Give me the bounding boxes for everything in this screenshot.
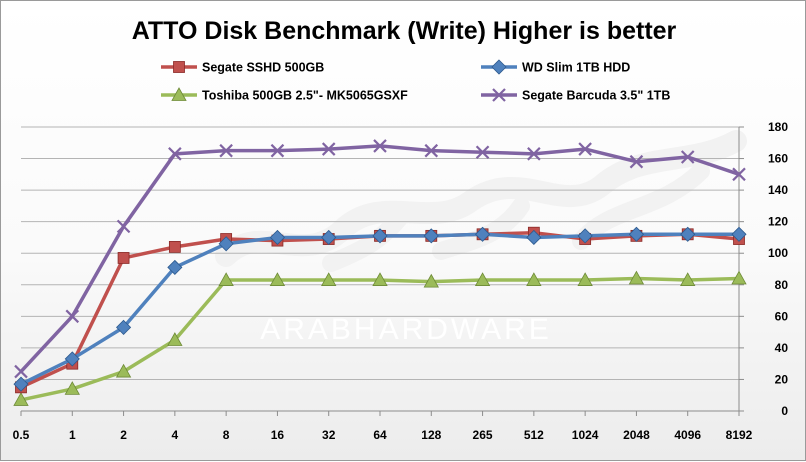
- series-3-point: [628, 270, 645, 285]
- y-tick-label: 120: [768, 215, 788, 229]
- y-tick-label: 180: [768, 120, 788, 134]
- legend-item-1-label: Segate SSHD 500GB: [202, 61, 324, 75]
- legend-item-2: WD Slim 1TB HDD: [481, 59, 630, 75]
- series-3-point: [372, 272, 388, 286]
- x-tick-label: 2048: [623, 428, 650, 442]
- series-4-point: [680, 150, 695, 164]
- y-tick-label: 0: [781, 404, 788, 418]
- series-4-point: [424, 143, 439, 158]
- series-3-point: [269, 272, 286, 286]
- y-tick-label: 100: [768, 246, 788, 260]
- legend: Segate SSHD 500GB WD Slim 1TB HDD Toshiba …: [161, 59, 670, 103]
- x-tick-label: 2: [120, 428, 127, 442]
- legend-item-3: Toshiba 500GB 2.5"- MK5065GSXF: [161, 87, 408, 103]
- series-2-point: [680, 226, 696, 242]
- series-4-point: [475, 145, 490, 160]
- y-tick-label: 60: [775, 309, 789, 323]
- series-4-point: [373, 139, 387, 153]
- series-2-point: [13, 376, 29, 392]
- x-tick-label: 8: [223, 428, 230, 442]
- y-tick-label: 40: [775, 341, 789, 355]
- series-4-point: [14, 364, 28, 379]
- series-1-point: [117, 252, 130, 264]
- series-3-point: [13, 392, 29, 406]
- legend-item-3-point: [171, 87, 187, 101]
- series-3-point: [731, 270, 747, 285]
- series-2-point: [116, 319, 132, 335]
- series-2-point: [167, 259, 183, 275]
- legend-item-1-point: [173, 61, 185, 73]
- series-1-point: [168, 241, 181, 253]
- series-2-point: [218, 236, 234, 252]
- series-2-point: [526, 229, 542, 246]
- series-4-point: [65, 309, 80, 324]
- x-tick-label: 1: [69, 428, 76, 442]
- x-tick-label: 0.5: [13, 428, 30, 442]
- legend-item-2-point: [491, 59, 507, 75]
- series-2-point: [372, 228, 388, 244]
- series-2-point: [64, 351, 80, 367]
- series-4-point: [219, 143, 233, 158]
- y-tick-label: 80: [775, 278, 789, 292]
- x-tick-label: 128: [421, 428, 441, 442]
- series-3: [13, 270, 747, 406]
- chart-title: ATTO Disk Benchmark (Write) Higher is be…: [132, 17, 677, 45]
- watermark-text: ARABHARDWARE: [260, 313, 552, 346]
- series-2-point: [731, 226, 747, 242]
- series-3-point: [680, 272, 696, 286]
- series-4-point: [732, 167, 746, 182]
- legend-item-4: Segate Barcuda 3.5" 1TB: [481, 88, 670, 103]
- series-3-point: [526, 272, 542, 286]
- x-tick-label: 8192: [726, 428, 753, 442]
- series-3-point: [577, 272, 593, 286]
- series-4-point: [578, 142, 592, 156]
- series-4-point: [321, 142, 336, 156]
- watermark: ARABHARDWARE: [215, 130, 747, 346]
- x-tick-label: 32: [322, 428, 336, 442]
- series-4-point: [168, 147, 182, 161]
- y-tick-label: 160: [768, 152, 788, 166]
- legend-item-2-label: WD Slim 1TB HDD: [522, 61, 630, 75]
- series-4-point: [270, 143, 285, 158]
- series-3-point: [423, 273, 439, 288]
- series-2-point: [269, 229, 285, 246]
- x-tick-label: 64: [373, 428, 387, 442]
- legend-item-4-point: [492, 88, 506, 102]
- y-tick-label: 140: [768, 183, 788, 197]
- x-tick-label: 4: [172, 428, 179, 442]
- x-tick-label: 16: [271, 428, 285, 442]
- series-4-point: [527, 147, 541, 161]
- series-layer: [13, 139, 747, 406]
- legend-item-3-label: Toshiba 500GB 2.5"- MK5065GSXF: [202, 89, 408, 103]
- series-2-point: [577, 228, 593, 244]
- series-2-point: [321, 229, 337, 246]
- x-tick-label: 1024: [572, 428, 599, 442]
- y-tick-label: 20: [775, 372, 789, 386]
- series-4-point: [116, 219, 131, 234]
- legend-item-1: Segate SSHD 500GB: [161, 61, 324, 75]
- series-3-point: [167, 332, 183, 346]
- series-2-point: [423, 228, 439, 244]
- watermark-logo-stroke: [215, 130, 747, 267]
- x-tick-label: 265: [473, 428, 493, 442]
- series-2-point: [628, 226, 644, 242]
- series-3-point: [321, 272, 337, 286]
- x-tick-label: 4096: [674, 428, 701, 442]
- legend-item-4-label: Segate Barcuda 3.5" 1TB: [522, 89, 670, 103]
- axis-layer: 0 20 40 60 80 100 120 140 160 180 0.5 1 2 4 8 16 32 64 128…: [13, 120, 789, 442]
- series-2-point: [475, 226, 491, 242]
- series-4: [14, 139, 746, 379]
- series-3-point: [218, 272, 234, 286]
- series-4-point: [629, 154, 644, 169]
- series-3-point: [115, 363, 132, 378]
- series-3-point: [64, 381, 80, 395]
- x-tick-label: 512: [524, 428, 544, 442]
- series-2: [13, 226, 747, 392]
- series-3-point: [474, 272, 491, 286]
